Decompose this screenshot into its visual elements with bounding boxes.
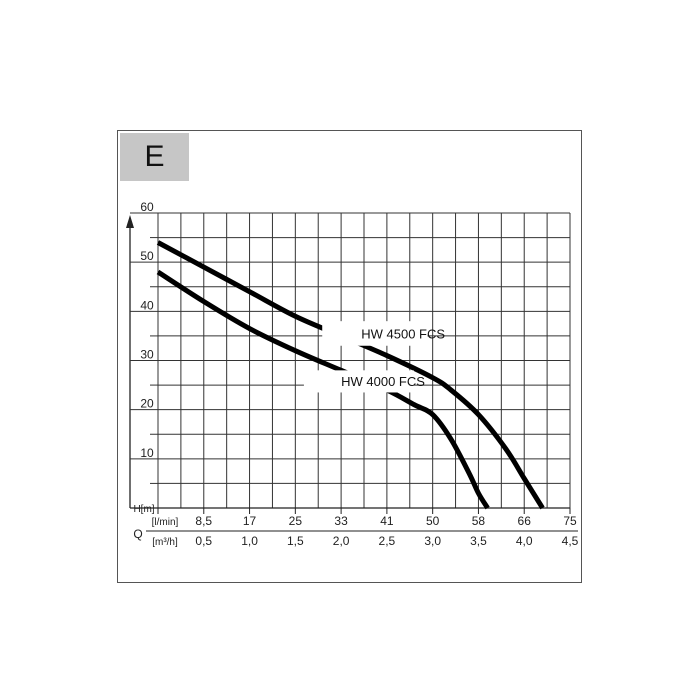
x-tick-label-top: 66 bbox=[518, 514, 532, 528]
x-tick-label-bottom: 4,0 bbox=[516, 534, 533, 548]
y-tick-label: 50 bbox=[140, 249, 154, 263]
x-tick-label-bottom: 3,0 bbox=[424, 534, 441, 548]
x-tick-label-top: 25 bbox=[289, 514, 303, 528]
y-axis-label: H[m] bbox=[133, 504, 154, 515]
y-tick-label: 20 bbox=[140, 397, 154, 411]
x-tick-label-bottom: 2,5 bbox=[379, 534, 396, 548]
y-tick-label: 30 bbox=[140, 348, 154, 362]
x-tick-label-top: 8,5 bbox=[195, 514, 212, 528]
series-label: HW 4500 FCS bbox=[361, 326, 445, 341]
x-tick-label-bottom: 0,5 bbox=[195, 534, 212, 548]
x-unit-top: [l/min] bbox=[152, 517, 179, 528]
x-axis-prefix: Q bbox=[133, 527, 142, 541]
x-tick-label-bottom: 1,5 bbox=[287, 534, 304, 548]
y-tick-label: 60 bbox=[140, 200, 154, 214]
x-tick-label-bottom: 3,5 bbox=[470, 534, 487, 548]
x-tick-label-top: 41 bbox=[380, 514, 394, 528]
x-tick-label-bottom: 4,5 bbox=[562, 534, 579, 548]
series-label-background bbox=[322, 321, 428, 346]
chart-badge: E bbox=[120, 133, 189, 181]
y-tick-label: 10 bbox=[140, 446, 154, 460]
series-label: HW 4000 FCS bbox=[341, 374, 425, 389]
series-line-hw4500 bbox=[156, 240, 545, 510]
badge-letter: E bbox=[144, 140, 165, 173]
x-tick-label-top: 33 bbox=[334, 514, 348, 528]
series-line-hw4000 bbox=[156, 269, 490, 510]
x-unit-bottom: [m³/h] bbox=[152, 537, 178, 548]
y-tick-label: 40 bbox=[140, 298, 154, 312]
x-tick-label-top: 58 bbox=[472, 514, 486, 528]
y-axis-arrow bbox=[126, 215, 134, 228]
x-tick-label-top: 17 bbox=[243, 514, 257, 528]
series-label-background bbox=[303, 370, 414, 393]
x-tick-label-bottom: 1,0 bbox=[241, 534, 258, 548]
x-tick-label-top: 75 bbox=[563, 514, 577, 528]
x-tick-label-bottom: 2,0 bbox=[333, 534, 350, 548]
x-tick-label-top: 50 bbox=[426, 514, 440, 528]
